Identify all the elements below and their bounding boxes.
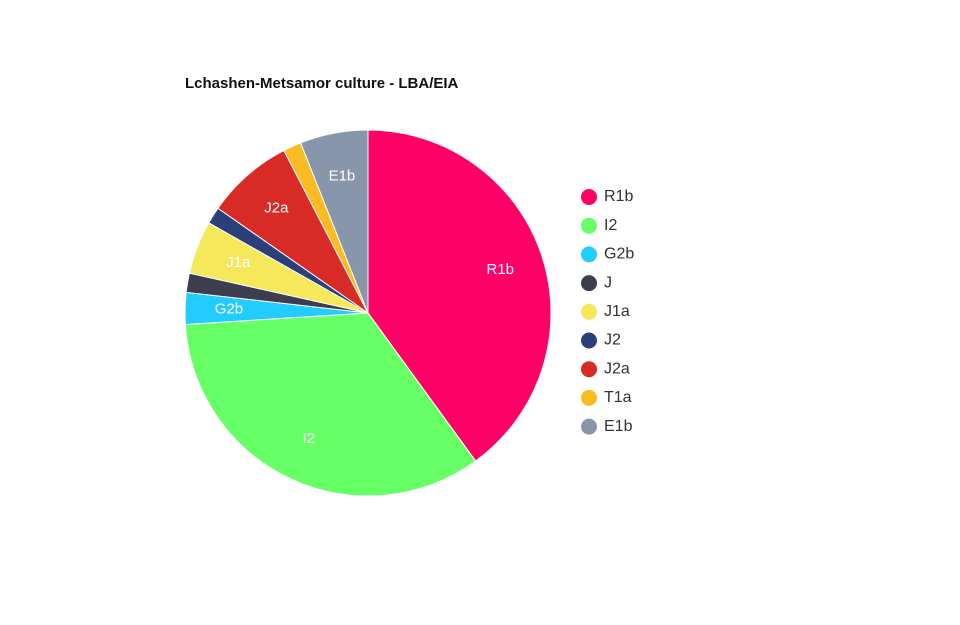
legend-label: E1b: [604, 418, 633, 435]
slice-label: E1b: [329, 167, 356, 184]
legend-label: J2a: [604, 360, 630, 377]
legend-label: R1b: [604, 188, 633, 205]
chart-title: Lchashen-Metsamor culture - LBA/EIA: [185, 75, 459, 92]
legend-label: I2: [604, 217, 617, 234]
pie-slice: [367, 129, 552, 462]
legend-label: J1a: [604, 303, 630, 320]
legend-marker: [581, 418, 597, 435]
legend-label: T1a: [604, 389, 632, 406]
legend-label: J: [604, 274, 612, 291]
legend-marker: [581, 361, 597, 378]
legend-marker: [581, 332, 597, 349]
slice-label: G2b: [215, 300, 243, 317]
legend-marker: [581, 246, 597, 263]
pie-slice: [299, 129, 369, 314]
legend-marker: [581, 275, 597, 292]
legend-label: J2: [604, 332, 621, 349]
legend-marker: [581, 389, 597, 406]
slice-label: J1a: [226, 254, 251, 271]
legend-marker: [581, 217, 597, 234]
legend-label: G2b: [604, 246, 634, 263]
pie-slice: [184, 312, 477, 497]
slice-label: J2a: [264, 199, 289, 216]
slice-label: I2: [303, 430, 316, 447]
slice-label: R1b: [487, 261, 515, 278]
legend-marker: [581, 189, 597, 205]
legend-marker: [581, 303, 597, 320]
